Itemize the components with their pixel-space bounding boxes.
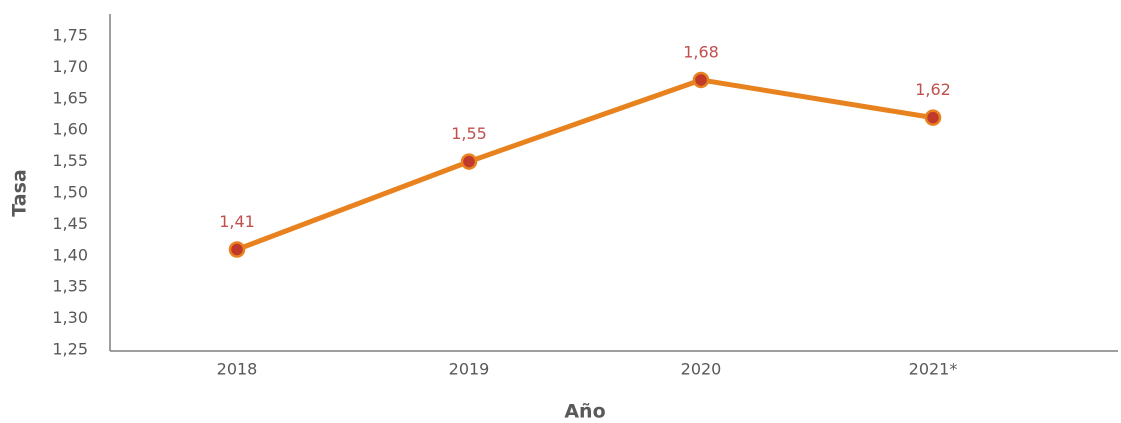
data-label: 1,41 [219, 212, 255, 231]
x-axis-title: Año [564, 401, 605, 423]
marker [692, 71, 710, 89]
line [236, 77, 934, 252]
y-tick-label: 1,25 [52, 340, 88, 359]
y-tick-label: 1,70 [52, 57, 88, 76]
y-tick-label: 1,40 [52, 245, 88, 264]
y-tick-label: 1,65 [52, 88, 88, 107]
data-label: 1,55 [451, 124, 487, 143]
y-axis-title: Tasa [9, 169, 31, 216]
marker [228, 241, 246, 258]
y-tick-label: 1,55 [52, 151, 88, 170]
data-label: 1,62 [915, 80, 951, 99]
data-label: 1,68 [683, 42, 719, 61]
marker [924, 109, 942, 126]
x-tick-label: 2020 [681, 360, 722, 379]
x-tick-label: 2021* [909, 360, 958, 379]
marker [460, 153, 478, 170]
x-tick-label: 2019 [449, 360, 490, 379]
y-tick-label: 1,35 [52, 277, 88, 296]
y-tick-label: 1,75 [52, 26, 88, 45]
y-tick-label: 1,45 [52, 214, 88, 233]
y-tick-label: 1,60 [52, 120, 88, 139]
y-tick-label: 1,30 [52, 308, 88, 327]
x-tick-label: 2018 [217, 360, 258, 379]
y-tick-label: 1,50 [52, 183, 88, 202]
